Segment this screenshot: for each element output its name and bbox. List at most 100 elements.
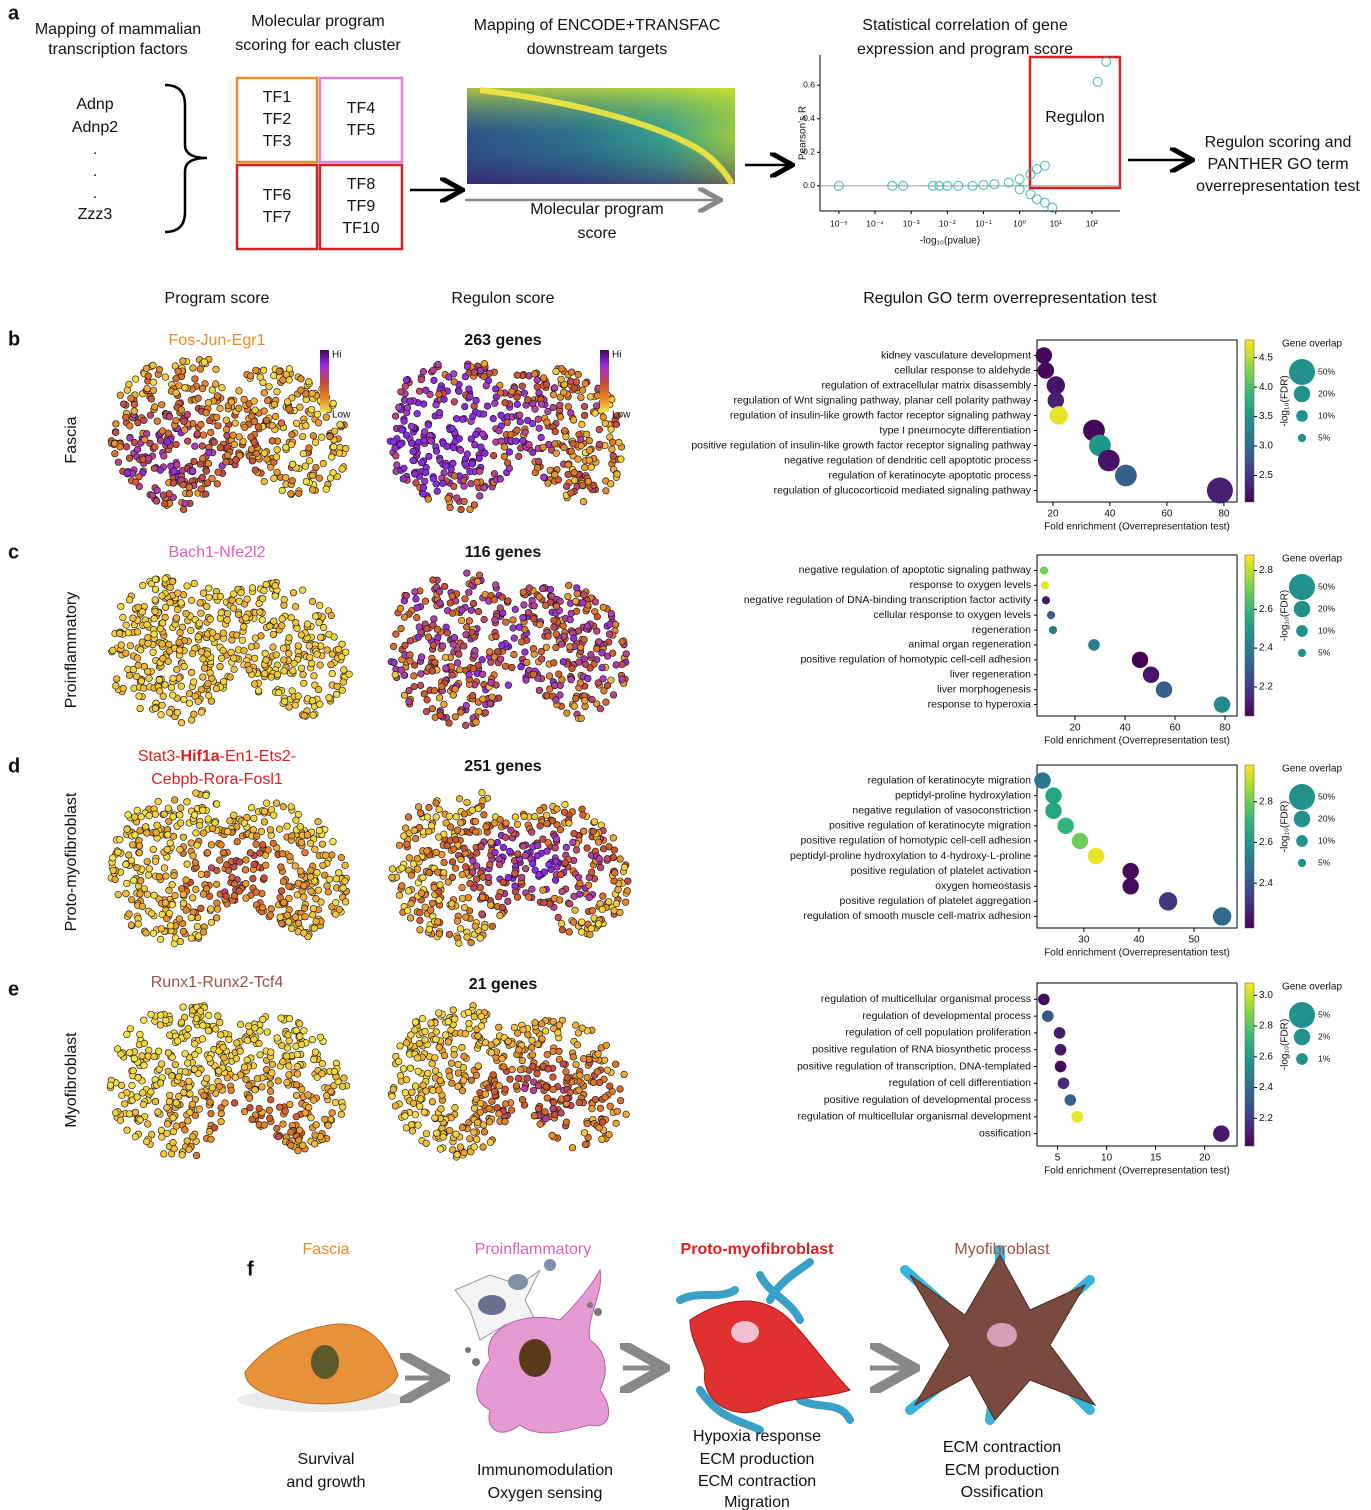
umap-cell — [414, 866, 421, 873]
size-legend-label: 50% — [1318, 791, 1335, 801]
umap-cell — [267, 1088, 274, 1095]
umap-cell — [173, 375, 180, 382]
umap-cell — [181, 696, 188, 703]
umap-cell — [231, 881, 238, 888]
stage-function: Immunomodulation — [477, 1462, 613, 1479]
x-tick-label: 40 — [1119, 723, 1131, 734]
umap-cell — [168, 684, 175, 691]
umap-cell — [444, 629, 451, 636]
bubble — [1213, 1125, 1229, 1141]
umap-cell — [170, 1139, 177, 1146]
umap-cell — [156, 677, 163, 684]
umap-cell — [328, 661, 335, 668]
x-axis-label: -log₁₀(pvalue) — [920, 236, 980, 247]
umap-cell — [465, 1009, 472, 1016]
umap-cell — [176, 916, 183, 923]
umap-cell — [161, 865, 168, 872]
umap-cell — [436, 695, 443, 702]
umap-cell — [552, 471, 559, 478]
umap-cell — [243, 895, 250, 902]
umap-cell — [124, 826, 131, 833]
nucleus — [731, 1321, 759, 1343]
umap-cell — [462, 722, 469, 729]
umap-cell — [402, 1113, 409, 1120]
umap-cell — [418, 654, 425, 661]
umap-cell — [211, 439, 218, 446]
umap-cell — [272, 413, 279, 420]
umap-cell — [293, 817, 300, 824]
umap-cell — [403, 1040, 410, 1047]
x-tick-label: 5 — [1055, 1153, 1061, 1164]
umap-cell — [235, 611, 242, 618]
umap-cell — [251, 1036, 258, 1043]
umap-cell — [518, 639, 525, 646]
umap-cell — [408, 1121, 415, 1128]
umap-cell — [170, 1115, 177, 1122]
umap-cell — [195, 698, 202, 705]
umap-cell — [482, 924, 489, 931]
tf-name: . — [93, 185, 97, 202]
colorbar-tick-label: 2.6 — [1259, 837, 1273, 848]
umap-cell — [310, 1056, 317, 1063]
umap-cell — [254, 1075, 261, 1082]
umap-cell — [148, 1011, 155, 1018]
panel-label: b — [8, 328, 20, 350]
umap-cell — [607, 1103, 614, 1110]
umap-cell — [194, 431, 201, 438]
x-tick-label: 20 — [1047, 509, 1059, 520]
umap-cell — [565, 471, 572, 478]
tf-label: TF10 — [342, 220, 379, 237]
umap-cell — [188, 840, 195, 847]
size-legend-label: 20% — [1318, 813, 1335, 823]
bubble — [1036, 347, 1052, 363]
umap-cell — [446, 1127, 453, 1134]
x-axis-label: Fold enrichment (Overrepresentation test… — [1044, 1166, 1230, 1177]
umap-cell — [504, 419, 511, 426]
umap-cell — [274, 1035, 281, 1042]
point — [1040, 161, 1049, 170]
heatmap-axis-label: score — [577, 225, 616, 242]
umap-cell — [451, 473, 458, 480]
umap-cell — [568, 369, 575, 376]
umap-cell — [579, 919, 586, 926]
umap-cell — [451, 1016, 458, 1023]
umap-cell — [610, 854, 617, 861]
umap-cell — [585, 478, 592, 485]
umap-cell — [220, 849, 227, 856]
umap-cell — [449, 610, 456, 617]
umap-cell — [319, 1070, 326, 1077]
umap-cell — [129, 841, 136, 848]
umap-cell — [251, 1025, 258, 1032]
umap-cell — [285, 919, 292, 926]
umap-cell — [175, 1093, 182, 1100]
umap-cell — [575, 371, 582, 378]
umap-cell — [557, 826, 564, 833]
size-legend-label: 5% — [1318, 1009, 1331, 1019]
umap-cell — [542, 602, 549, 609]
umap-cell — [193, 1016, 200, 1023]
umap-cell — [295, 693, 302, 700]
umap-cell — [573, 1061, 580, 1068]
umap-cell — [144, 830, 151, 837]
umap-cell — [197, 366, 204, 373]
umap-cell — [525, 609, 532, 616]
umap-cell — [393, 631, 400, 638]
step-title: transcription factors — [48, 41, 188, 58]
umap-cell — [308, 867, 315, 874]
umap-cell — [586, 894, 593, 901]
umap-cell — [404, 841, 411, 848]
umap-cell — [416, 1103, 423, 1110]
bubble — [1047, 376, 1065, 394]
umap-cell — [236, 405, 243, 412]
stage-function: ECM contraction — [943, 1439, 1061, 1456]
step-title: downstream targets — [527, 41, 668, 58]
umap-cell — [391, 659, 398, 666]
umap-cell — [481, 616, 488, 623]
umap-cell — [250, 815, 257, 822]
term-label: regulation of glucocorticoid mediated si… — [774, 484, 1032, 496]
umap-cell — [468, 1077, 475, 1084]
umap-cell — [270, 812, 277, 819]
umap-cell — [455, 1070, 462, 1077]
umap-cell — [298, 632, 305, 639]
umap-cell — [239, 637, 246, 644]
